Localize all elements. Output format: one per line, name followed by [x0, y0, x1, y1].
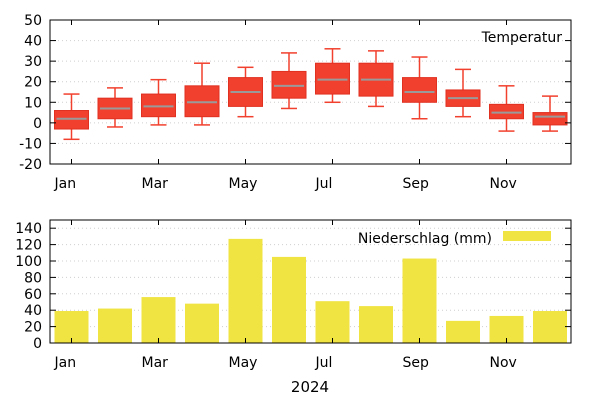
temperature-box-10 [445, 68, 481, 118]
precipitation-y-tick-label-80: 80 [24, 270, 42, 286]
precipitation-y-tick-label-20: 20 [24, 320, 42, 336]
precipitation-grid [50, 227, 571, 328]
precipitation-bar-5 [228, 238, 263, 343]
temperature-y-tick-label--10: -10 [19, 136, 42, 152]
temperature-box-body [141, 93, 176, 118]
temperature-y-tick-label-20: 20 [24, 75, 42, 91]
temperature-box-3 [141, 78, 176, 126]
temperature-box-1 [54, 93, 89, 141]
precipitation-x-tick-label-1: Jan [54, 355, 77, 371]
precipitation-bar-6 [272, 256, 306, 343]
precipitation-ticks [50, 220, 571, 344]
precipitation-y-tick-label-100: 100 [15, 254, 42, 270]
temperature-box-12 [532, 95, 568, 132]
temperature-y-tick-label--20: -20 [19, 157, 42, 173]
temperature-box-2 [97, 87, 133, 128]
temperature-x-tick-label-11: Nov [490, 176, 517, 192]
temperature-box-body [315, 62, 350, 95]
precipitation-x-tick-label-9: Sep [403, 355, 430, 371]
temperature-box-body [184, 85, 220, 118]
precipitation-bar-3 [141, 297, 176, 343]
temperature-box-9 [402, 56, 437, 120]
temperature-legend-label: Temperatur [481, 30, 563, 46]
temperature-y-tick-label-40: 40 [24, 34, 42, 50]
precipitation-bar-8 [359, 306, 393, 343]
temperature-box-body [271, 70, 307, 99]
precipitation-bar-1 [54, 311, 89, 343]
precipitation-x-axis-label: 2024 [291, 378, 329, 396]
temperature-box-body [54, 110, 89, 130]
temperature-box-body [489, 103, 524, 120]
temperature-x-tick-label-3: Mar [142, 176, 169, 192]
precipitation-x-tick-labels: Jan Mar May Jul Sep Nov [54, 355, 517, 371]
temperature-y-tick-label-0: 0 [33, 116, 42, 132]
precipitation-x-tick-label-5: May [229, 355, 258, 371]
temperature-box-body [402, 77, 437, 103]
precipitation-x-tick-label-11: Nov [490, 355, 517, 371]
temperature-x-tick-label-7: Jul [315, 176, 333, 192]
precipitation-y-tick-label-60: 60 [24, 287, 42, 303]
precipitation-bar-12 [533, 311, 567, 343]
temperature-box-6 [271, 52, 307, 110]
temperature-x-tick-label-5: May [229, 176, 258, 192]
precipitation-bar-10 [446, 320, 480, 343]
precipitation-y-tick-label-0: 0 [33, 336, 42, 352]
temperature-ticks [50, 19, 571, 165]
temperature-y-tick-labels: -20 -10 0 10 20 30 40 50 [19, 13, 42, 173]
precipitation-bars [54, 238, 567, 343]
temperature-box-4 [184, 62, 220, 126]
precipitation-bar-7 [315, 301, 350, 343]
precipitation-plot-frame [49, 219, 572, 344]
temperature-box-7 [315, 48, 350, 104]
precipitation-x-tick-label-7: Jul [315, 355, 333, 371]
temperature-box-5 [228, 66, 263, 118]
precipitation-legend-swatch [503, 231, 551, 241]
temperature-x-tick-labels: Jan Mar May Jul Sep Nov [54, 176, 517, 192]
temperature-boxes [54, 48, 568, 141]
temperature-x-tick-label-1: Jan [54, 176, 77, 192]
precipitation-y-tick-label-120: 120 [15, 238, 42, 254]
temperature-y-tick-label-10: 10 [24, 95, 42, 111]
temperature-box-8 [358, 50, 394, 108]
temperature-plot-frame [49, 19, 572, 165]
temperature-y-tick-label-30: 30 [24, 54, 42, 70]
temperature-grid [50, 40, 571, 144]
precipitation-bar-9 [402, 258, 437, 343]
temperature-y-tick-label-50: 50 [24, 13, 42, 29]
temperature-box-body [532, 112, 568, 126]
temperature-panel: -20 -10 0 10 20 30 40 50 Jan Mar May Jul Sep Nov Tem… [19, 13, 572, 192]
precipitation-y-tick-label-40: 40 [24, 303, 42, 319]
temperature-box-11 [489, 85, 524, 132]
precipitation-bar-2 [98, 308, 132, 343]
precipitation-x-tick-label-3: Mar [142, 355, 169, 371]
precipitation-bar-4 [185, 303, 219, 343]
precipitation-legend-label: Niederschlag (mm) [358, 231, 492, 247]
temperature-x-tick-label-9: Sep [403, 176, 430, 192]
precipitation-y-tick-label-140: 140 [15, 221, 42, 237]
